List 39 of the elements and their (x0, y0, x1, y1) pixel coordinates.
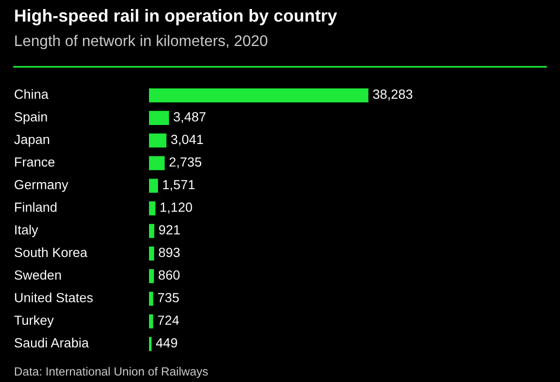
y-tick-label: Turkey (14, 315, 54, 328)
data-label: 921 (159, 225, 180, 234)
bar (149, 88, 368, 102)
chart-title: High-speed rail in operation by country (15, 9, 338, 26)
bar (149, 292, 154, 306)
bar (149, 201, 156, 216)
bar (149, 336, 152, 351)
data-label: 38,283 (373, 90, 412, 100)
y-tick-label: Germany (14, 180, 68, 192)
text: Data: International Union of Railways (14, 366, 208, 378)
data-label: 3,487 (174, 112, 206, 124)
bar (149, 224, 154, 238)
bar (149, 178, 158, 193)
y-tick-label: Finland (15, 202, 56, 212)
bar (149, 134, 166, 148)
data-label: 735 (158, 292, 179, 302)
bar (149, 269, 154, 284)
y-tick-label: United States (15, 292, 93, 302)
y-tick-label: China (14, 89, 48, 99)
data-label: 1,571 (163, 180, 195, 191)
y-tick-label: Japan (14, 134, 50, 147)
bar (149, 110, 169, 125)
y-tick-label: South Korea (14, 247, 88, 258)
y-tick-label: Sweden (14, 270, 61, 280)
chart-subtitle: Length of network in kilometers, 2020 (15, 34, 268, 50)
data-label: 893 (158, 248, 180, 258)
y-tick-label: Saudi Arabia (14, 338, 89, 348)
data-label: 449 (156, 338, 178, 348)
data-label: 3,041 (171, 134, 203, 146)
bar (149, 314, 154, 328)
y-tick-label: France (15, 157, 54, 167)
data-label: 2,735 (170, 157, 202, 168)
bar (149, 156, 165, 170)
data-label: 1,120 (160, 202, 192, 214)
data-label: 860 (158, 270, 180, 280)
y-tick-label: Italy (15, 224, 38, 238)
y-tick-label: Spain (14, 112, 47, 124)
data-label: 724 (158, 316, 179, 325)
bar (149, 246, 154, 261)
